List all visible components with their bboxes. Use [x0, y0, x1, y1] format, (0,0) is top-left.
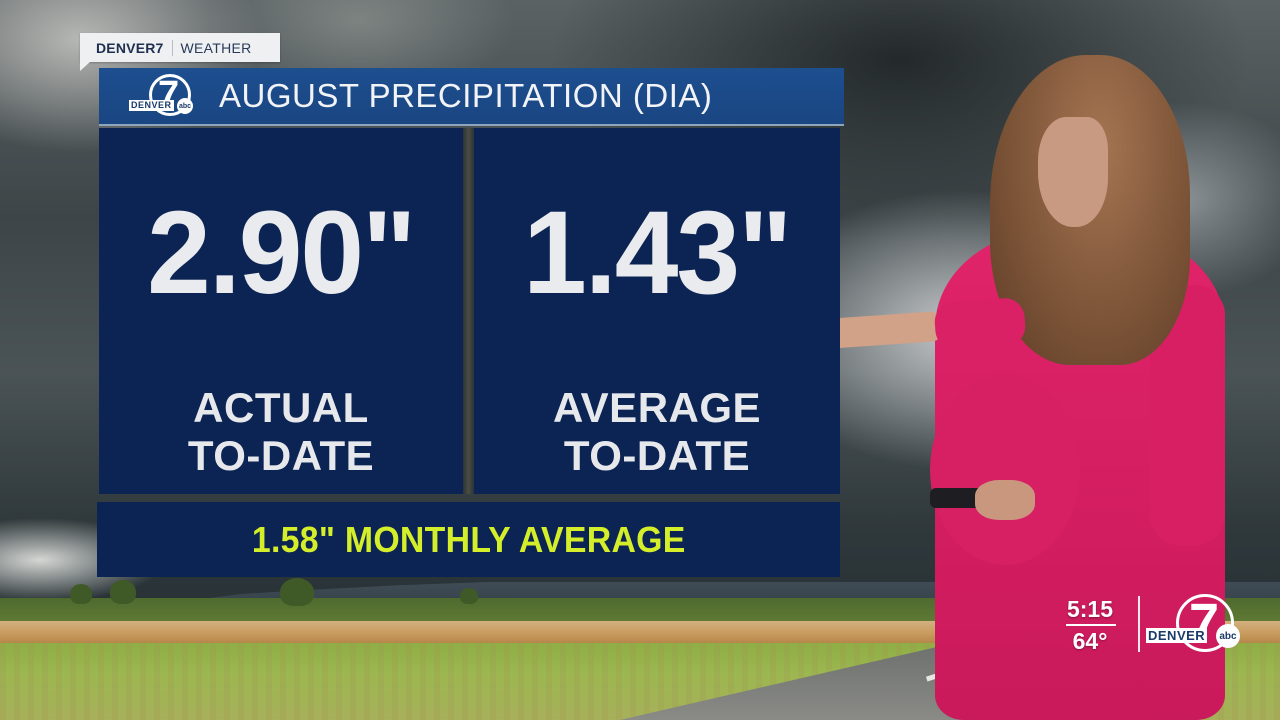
presenter-face: [1038, 117, 1108, 227]
actual-to-date-panel: 2.90" ACTUAL TO-DATE: [99, 128, 463, 494]
label-line: ACTUAL: [193, 384, 369, 431]
logo-ring: [1176, 594, 1234, 652]
tree: [460, 588, 478, 604]
station-brand-tag: DENVER7 WEATHER: [80, 33, 280, 71]
label-line: AVERAGE: [552, 384, 762, 431]
presenter-lower-hand: [975, 480, 1035, 520]
remote-clicker: [930, 488, 988, 508]
abc-network-icon: abc: [1216, 624, 1240, 648]
actual-precip-value: 2.90": [147, 187, 416, 319]
monthly-average-bar: 1.58" MONTHLY AVERAGE: [97, 502, 840, 577]
tree: [70, 584, 92, 604]
logo-denver-word: DENVER: [129, 100, 174, 111]
brand-divider: [171, 39, 173, 56]
label-line: TO-DATE: [187, 432, 375, 479]
denver7-abc-logo-icon: 7 DENVER abc: [1146, 592, 1246, 658]
current-temperature: 64°: [1072, 628, 1108, 654]
graphic-title-bar: 7 DENVER abc AUGUST PRECIPITATION (DIA): [99, 68, 844, 126]
panel-divider: [463, 128, 474, 494]
bug-divider-horizontal: [1066, 624, 1116, 626]
presenter-dress-front: [930, 375, 1080, 565]
current-time: 5:15: [1066, 596, 1114, 622]
station-name: DENVER7: [96, 39, 164, 56]
actual-precip-label: ACTUAL TO-DATE: [188, 384, 374, 480]
label-line: TO-DATE: [563, 432, 751, 479]
graphic-title: AUGUST PRECIPITATION (DIA): [219, 77, 713, 114]
monthly-average-text: 1.58" MONTHLY AVERAGE: [251, 518, 686, 560]
average-precip-value: 1.43": [523, 187, 792, 319]
tree: [110, 580, 136, 604]
average-to-date-panel: 1.43" AVERAGE TO-DATE: [474, 128, 840, 494]
presenter-left-sleeve: [933, 296, 1027, 352]
section-name: WEATHER: [180, 39, 252, 56]
abc-network-icon: abc: [177, 98, 193, 114]
bug-divider-vertical: [1138, 596, 1140, 652]
denver7-logo-icon: 7 DENVER abc: [127, 73, 199, 119]
logo-ring: [149, 74, 191, 116]
average-precip-label: AVERAGE TO-DATE: [553, 384, 761, 480]
time-temp-bug: 5:15 64° 7 DENVER abc: [1062, 592, 1252, 662]
tree: [280, 578, 314, 606]
logo-denver-word: DENVER: [1146, 628, 1208, 643]
